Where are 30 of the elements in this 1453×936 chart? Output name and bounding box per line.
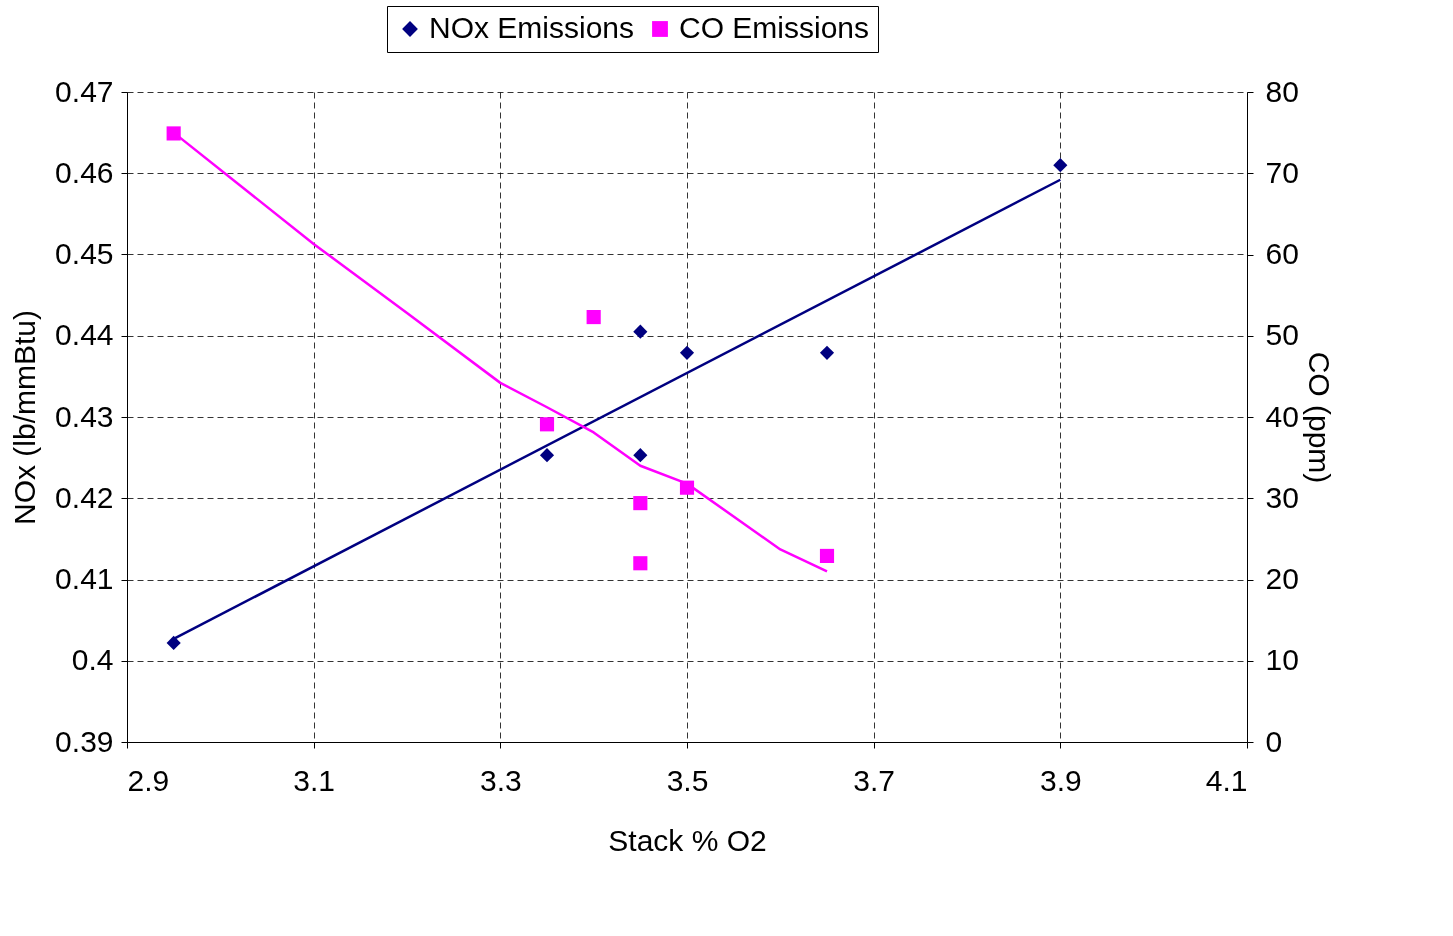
y2-tick-label: 10 — [1265, 643, 1299, 677]
y-tick-label: 0.4 — [71, 643, 114, 677]
y-tick-label: 0.45 — [55, 237, 114, 270]
y-tick-label: 0.39 — [55, 724, 114, 758]
y2-tick-label: 60 — [1265, 237, 1299, 270]
x-tick-label: 2.9 — [127, 763, 170, 797]
legend-label: NOx Emissions — [429, 11, 635, 44]
legend-label: CO Emissions — [679, 11, 870, 44]
x-tick-label: 3.3 — [479, 763, 522, 797]
y-tick-label: 0.41 — [55, 562, 114, 595]
y-tick-label: 0.47 — [55, 74, 114, 108]
y-tick-label: 0.46 — [55, 155, 114, 189]
y2-tick-label: 80 — [1265, 74, 1299, 108]
y-tick-label: 0.42 — [55, 480, 114, 514]
y2-tick-label: 30 — [1265, 480, 1299, 514]
y2-tick-label: 50 — [1265, 318, 1299, 352]
x-axis-title: Stack % O2 — [608, 823, 767, 857]
y2-tick-label: 40 — [1265, 399, 1299, 433]
y-axis-title: NOx (lb/mmBtu) — [8, 309, 42, 526]
y2-tick-label: 70 — [1265, 155, 1299, 189]
y2-axis-title: CO (ppm) — [1302, 351, 1336, 484]
y-tick-label: 0.43 — [55, 399, 114, 433]
x-tick-label: 3.5 — [666, 763, 709, 797]
y-tick-label: 0.44 — [55, 318, 114, 352]
x-tick-label: 3.1 — [293, 763, 336, 797]
y2-tick-label: 0 — [1265, 724, 1283, 758]
x-tick-label: 4.1 — [1205, 763, 1248, 797]
y2-tick-label: 20 — [1265, 562, 1299, 595]
x-tick-label: 3.9 — [1039, 763, 1082, 797]
x-tick-label: 3.7 — [853, 763, 896, 797]
